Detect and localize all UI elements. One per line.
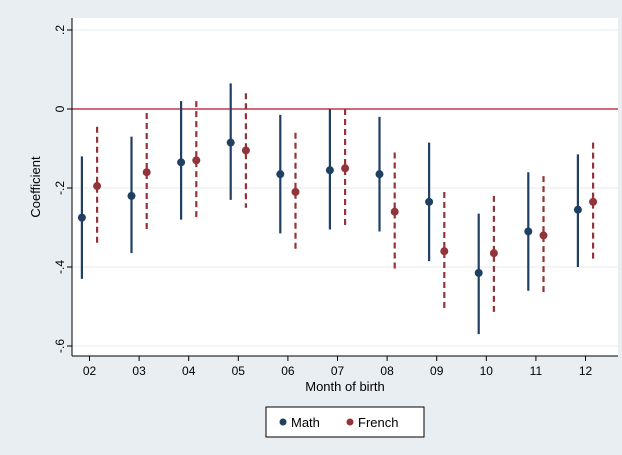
math-point — [127, 191, 136, 200]
math-point — [375, 170, 384, 179]
french-point — [440, 247, 449, 256]
x-tick-label: 11 — [530, 364, 543, 378]
axes: .2 0 -.2 -.4 -.6 02 03 04 05 06 07 08 09 10 11 12 — [53, 18, 618, 378]
y-tick-label: -.2 — [53, 181, 67, 195]
math-point — [474, 268, 483, 277]
x-tick-label: 04 — [182, 364, 196, 378]
x-axis-label: Month of birth — [305, 379, 385, 394]
y-tick-label: 0 — [53, 105, 67, 112]
y-tick-label: -.6 — [53, 339, 67, 353]
french-point — [390, 207, 399, 216]
math-point — [325, 166, 334, 175]
x-tick-label: 02 — [83, 364, 97, 378]
french-point — [192, 156, 201, 165]
math-point — [524, 227, 533, 236]
plot-region — [72, 18, 618, 356]
french-point — [489, 249, 498, 258]
x-tick-label: 07 — [331, 364, 345, 378]
x-tick-label: 06 — [281, 364, 295, 378]
math-point — [573, 205, 582, 214]
french-point — [142, 168, 151, 177]
y-tick-label: -.4 — [53, 260, 67, 274]
french-point — [341, 164, 350, 173]
math-point — [226, 138, 235, 147]
french-point — [93, 182, 102, 191]
french-point — [291, 187, 300, 196]
x-tick-label: 10 — [480, 364, 494, 378]
y-tick-label: .2 — [53, 25, 67, 35]
y-axis-label: Coefficient — [28, 156, 43, 218]
math-point — [177, 158, 186, 167]
legend-label-french: French — [358, 415, 398, 430]
french-point — [241, 146, 250, 155]
math-point — [276, 170, 285, 179]
french-point — [539, 231, 548, 240]
legend-marker-math — [279, 418, 287, 426]
x-tick-label: 03 — [132, 364, 146, 378]
legend-label-math: Math — [291, 415, 320, 430]
legend-box — [265, 406, 425, 438]
point-estimates — [77, 138, 598, 277]
math-point — [425, 197, 434, 206]
legend-marker-french — [346, 418, 354, 426]
x-tick-label: 08 — [380, 364, 394, 378]
x-tick-label: 09 — [430, 364, 444, 378]
x-tick-label: 05 — [232, 364, 246, 378]
gridlines — [72, 29, 618, 347]
legend: Math French — [265, 406, 425, 438]
math-point — [77, 213, 86, 222]
french-point — [589, 197, 598, 206]
x-tick-label: 12 — [579, 364, 593, 378]
